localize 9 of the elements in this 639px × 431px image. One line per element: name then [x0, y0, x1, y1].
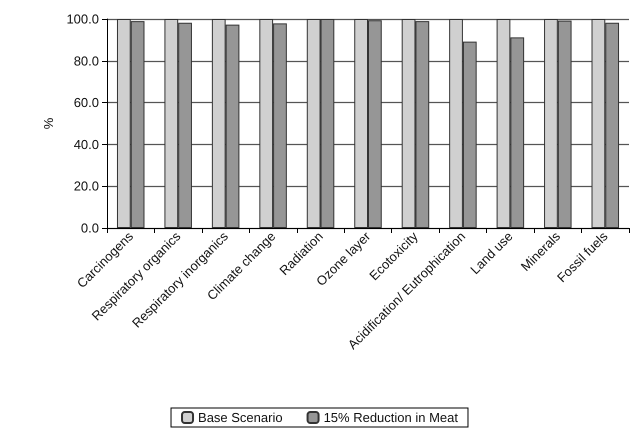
y-tick-label: 60.0 [74, 95, 99, 110]
y-axis-title: % [41, 117, 56, 130]
y-tick-label: 80.0 [74, 53, 99, 68]
y-tick-label: 0.0 [80, 220, 99, 236]
y-tick-label: 100.0 [66, 12, 99, 26]
y-tick-label: 40.0 [74, 136, 99, 152]
legend-label: Base Scenario [198, 410, 283, 425]
legend-label: 15% Reduction in Meat [324, 410, 458, 425]
y-tick-label: 20.0 [74, 178, 99, 194]
